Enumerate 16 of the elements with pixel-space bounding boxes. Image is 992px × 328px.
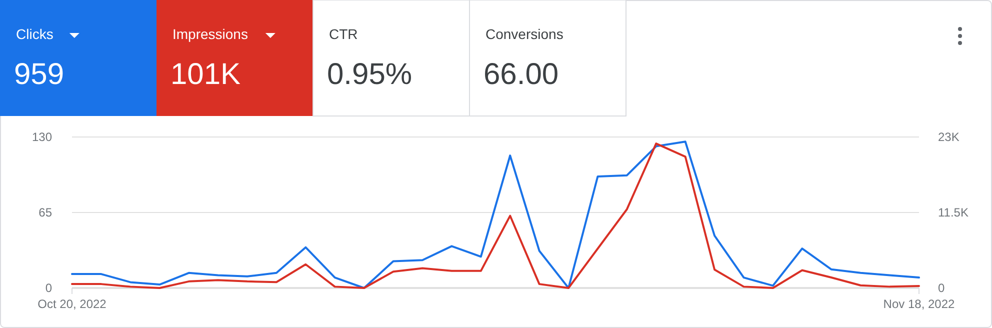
category-label: Impressions (172, 26, 248, 42)
y2-tick-label: 23K (938, 130, 960, 144)
text: 66.00 (484, 58, 559, 91)
x-tick-label: Oct 20, 2022 (38, 297, 107, 311)
y-tick-label: 0 (45, 281, 52, 295)
text: 0.95% (327, 58, 412, 91)
category-label: Clicks (16, 26, 54, 42)
y-tick-label: 65 (38, 206, 52, 220)
category-label: Conversions (486, 26, 564, 42)
text: 101K (170, 58, 241, 91)
category-label: CTR (329, 26, 358, 42)
text: 959 (14, 58, 64, 91)
y2-tick-label: 11.5K (938, 206, 968, 220)
y2-tick-label: 0 (938, 281, 945, 295)
x-tick-label: Nov 18, 2022 (883, 297, 956, 311)
y-tick-label: 130 (32, 130, 52, 144)
